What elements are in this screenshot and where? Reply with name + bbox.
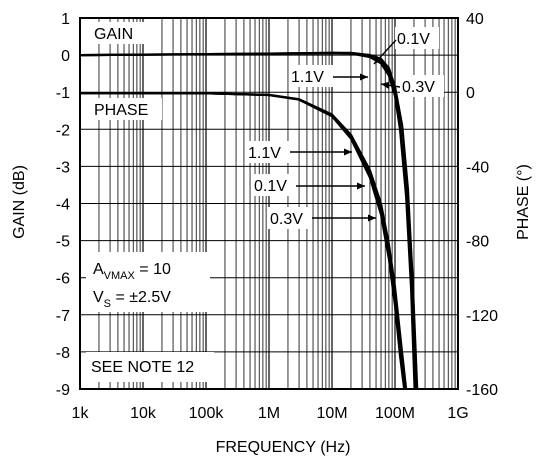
callout-label: 0.1V [254, 178, 287, 195]
callout-backdrop [289, 65, 333, 87]
plot-frame [79, 17, 459, 390]
callout-gain-1p1v: 1.1V [289, 65, 368, 87]
y-right-tick-label: 40 [466, 11, 484, 28]
callout-backdrop [268, 207, 312, 229]
callout-label: 0.3V [402, 79, 435, 96]
callout-backdrop [400, 75, 444, 97]
tick-labels: 1k 10k 100k 1M 10M 100M 1G 1 0 -1 -2 -3 -4 -5 -6 -7 -8 -9… [56, 11, 498, 422]
y-left-tick-label: -8 [56, 345, 70, 362]
y-left-tick-label: -3 [56, 159, 70, 176]
y-left-tick-label: -5 [56, 234, 70, 251]
callout-arrowhead [360, 73, 368, 81]
gain-series-line-0p3v [79, 51, 419, 390]
callout-label: 0.1V [397, 31, 430, 48]
callout-phase-1p1v: 1.1V [246, 141, 352, 163]
callout-arrowhead [368, 214, 376, 222]
callout-backdrop [252, 174, 296, 196]
grid-lines [80, 18, 458, 389]
callout-arrowhead [357, 182, 365, 190]
y-right-axis-title: PHASE (°) [515, 164, 532, 240]
y-right-tick-label: -40 [466, 159, 489, 176]
x-tick-label: 100k [189, 405, 225, 422]
y-left-tick-label: 1 [61, 11, 70, 28]
phase-title-label: PHASE [94, 102, 148, 119]
callout-backdrop [395, 27, 439, 49]
callout-phase-0p3v: 0.3V [268, 207, 376, 229]
callout-phase-0p1v: 0.1V [252, 174, 365, 196]
annotation-backdrop [88, 98, 162, 120]
annotation-backdrop [88, 22, 144, 44]
callout-backdrop [246, 141, 290, 163]
vs-subscript: S [104, 298, 111, 310]
x-tick-label: 10k [130, 405, 157, 422]
y-right-tick-label: 0 [466, 85, 475, 102]
y-right-tick-label: -80 [466, 234, 489, 251]
avmax-value: = 10 [135, 261, 171, 278]
y-left-tick-label: -2 [56, 122, 70, 139]
x-tick-label: 1M [258, 405, 280, 422]
callout-label: 1.1V [248, 145, 281, 162]
label-boxes [86, 22, 214, 382]
vs-main: V [93, 289, 104, 306]
series-callouts: 0.1V 1.1V 0.3V 1.1V 0.1V 0.3V [246, 27, 444, 229]
avmax-label: AVMAX = 10 [93, 261, 171, 282]
callout-arrowhead [374, 55, 382, 64]
y-left-tick-label: 0 [61, 48, 70, 65]
annotation-backdrop [86, 252, 210, 312]
callout-gain-0p1v: 0.1V [373, 27, 439, 65]
note-label: SEE NOTE 12 [91, 359, 194, 376]
annotation-backdrop [86, 352, 214, 382]
vs-label: VS = ±2.5V [93, 289, 171, 310]
x-tick-label: 1k [72, 405, 90, 422]
callout-label: 0.3V [270, 211, 303, 228]
avmax-subscript: VMAX [104, 270, 136, 282]
gain-title-label: GAIN [94, 26, 133, 43]
y-left-tick-label: -9 [56, 382, 70, 399]
x-tick-label: 1G [447, 405, 468, 422]
y-right-tick-label: -120 [466, 308, 498, 325]
callout-label: 1.1V [291, 69, 324, 86]
phase-series-line-0p3v [79, 92, 408, 390]
y-left-axis-title: GAIN (dB) [11, 165, 28, 239]
x-axis-title: FREQUENCY (Hz) [216, 439, 351, 456]
y-left-tick-label: -6 [56, 271, 70, 288]
avmax-main: A [93, 261, 104, 278]
y-left-tick-label: -7 [56, 308, 70, 325]
callout-gain-0p3v: 0.3V [380, 75, 444, 97]
vs-value: = ±2.5V [111, 289, 171, 306]
callout-arrowhead [381, 81, 390, 89]
callout-arrowhead [344, 148, 352, 156]
y-right-tick-label: -160 [466, 382, 498, 399]
plot-series [79, 51, 419, 390]
x-tick-label: 10M [316, 405, 347, 422]
y-left-tick-label: -1 [56, 85, 70, 102]
y-left-tick-label: -4 [56, 197, 70, 214]
x-tick-label: 100M [375, 405, 415, 422]
